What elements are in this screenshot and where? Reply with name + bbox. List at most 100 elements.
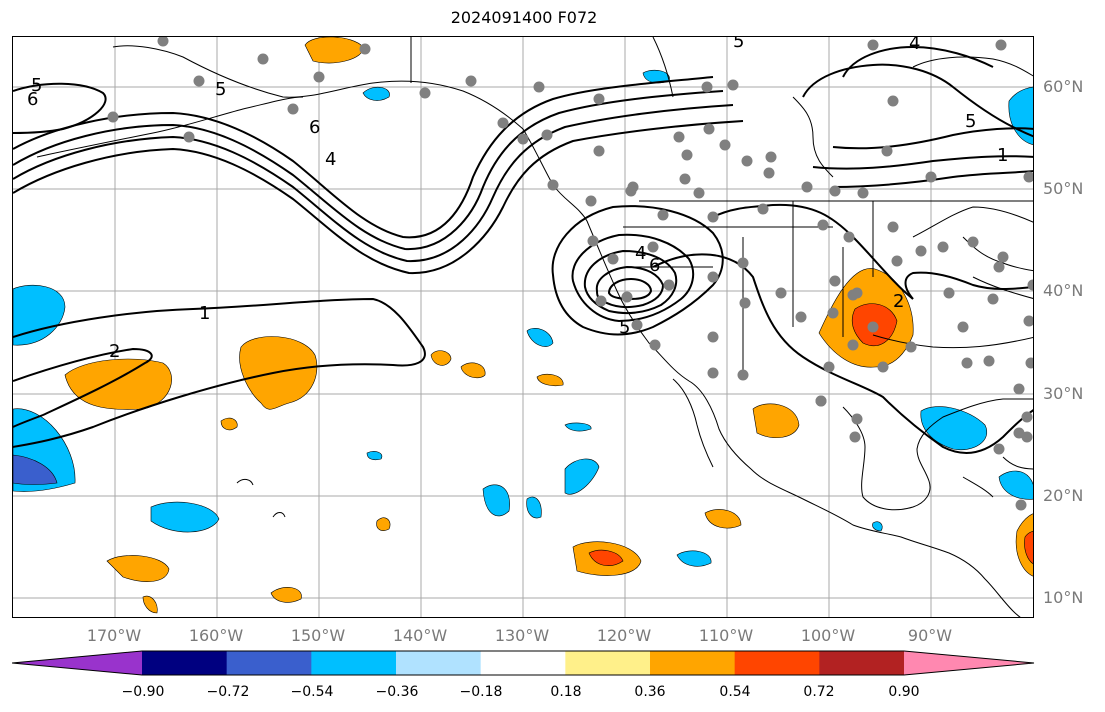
station-marker bbox=[107, 111, 119, 123]
station-marker bbox=[673, 131, 685, 143]
anomaly-negative bbox=[366, 451, 383, 461]
colorbar-tick: −0.18 bbox=[459, 684, 503, 700]
station-marker bbox=[1015, 499, 1027, 511]
station-marker bbox=[905, 341, 917, 353]
anomaly-positive bbox=[752, 403, 800, 438]
contour-label: 5 bbox=[215, 79, 226, 100]
station-marker bbox=[827, 307, 839, 319]
station-marker bbox=[891, 255, 903, 267]
station-marker bbox=[829, 275, 841, 287]
anomaly-negative bbox=[998, 470, 1033, 500]
station-marker bbox=[679, 173, 691, 185]
station-marker bbox=[867, 39, 879, 51]
station-marker bbox=[701, 81, 713, 93]
station-marker bbox=[739, 297, 751, 309]
map-panel: 5 6 5 6 4 1 2 4 6 5 5 4 5 1 2 bbox=[12, 36, 1034, 618]
station-marker bbox=[763, 167, 775, 179]
station-marker bbox=[1021, 411, 1033, 423]
colorbar-extend-high bbox=[904, 651, 1034, 675]
lat-label-20n: 20°N bbox=[1043, 486, 1084, 505]
station-marker bbox=[703, 123, 715, 135]
station-marker bbox=[887, 221, 899, 233]
station-marker bbox=[649, 339, 661, 351]
station-marker bbox=[847, 339, 859, 351]
anomaly-negative bbox=[676, 550, 712, 567]
anomaly-positive bbox=[460, 362, 486, 379]
contours bbox=[13, 45, 1033, 454]
station-marker bbox=[961, 357, 973, 369]
station-marker bbox=[287, 103, 299, 115]
contour-label: 6 bbox=[649, 255, 660, 276]
station-marker bbox=[593, 93, 605, 105]
colorbar-tick: 0.36 bbox=[634, 684, 666, 700]
station-marker bbox=[585, 195, 597, 207]
map-title: 2024091400 F072 bbox=[450, 8, 598, 27]
station-marker bbox=[707, 331, 719, 343]
colorbar-outline bbox=[11, 650, 1035, 676]
station-marker bbox=[737, 369, 749, 381]
station-marker bbox=[843, 231, 855, 243]
station-marker bbox=[823, 361, 835, 373]
station-marker bbox=[995, 39, 1007, 51]
contour-label: 2 bbox=[109, 341, 120, 362]
anomaly-strong-positive bbox=[588, 549, 624, 566]
station-marker bbox=[183, 131, 195, 143]
station-marker bbox=[533, 81, 545, 93]
lon-label-130w: 130°W bbox=[494, 626, 550, 645]
anomaly-positive bbox=[142, 595, 158, 614]
station-marker bbox=[497, 117, 509, 129]
anomaly-positive bbox=[376, 517, 391, 531]
station-marker bbox=[925, 171, 937, 183]
contour-label: 1 bbox=[997, 145, 1008, 166]
colorbar-bin bbox=[734, 651, 820, 675]
station-marker bbox=[957, 321, 969, 333]
lon-label-160w: 160°W bbox=[188, 626, 244, 645]
colorbar-bin bbox=[226, 651, 312, 675]
anomaly-negative bbox=[13, 284, 66, 346]
colorbar-tick: 0.18 bbox=[550, 684, 582, 700]
colorbar-canvas bbox=[11, 650, 1035, 676]
lon-label-150w: 150°W bbox=[290, 626, 346, 645]
station-marker bbox=[851, 287, 863, 299]
station-marker bbox=[915, 245, 927, 257]
lon-label-170w: 170°W bbox=[86, 626, 142, 645]
lon-label-140w: 140°W bbox=[392, 626, 448, 645]
colorbar-bin bbox=[396, 651, 482, 675]
lat-label-30n: 30°N bbox=[1043, 384, 1084, 403]
contour-label: 4 bbox=[325, 149, 336, 170]
anomaly-positive bbox=[220, 417, 238, 431]
anomaly-positive bbox=[106, 555, 170, 582]
station-marker bbox=[625, 185, 637, 197]
station-marker bbox=[547, 179, 559, 191]
lat-label-60n: 60°N bbox=[1043, 77, 1084, 96]
station-marker bbox=[851, 413, 863, 425]
contour-label: 4 bbox=[635, 243, 646, 264]
station-marker bbox=[775, 287, 787, 299]
lat-label-40n: 40°N bbox=[1043, 281, 1084, 300]
colorbar-bin bbox=[819, 651, 905, 675]
contour-label: 5 bbox=[31, 75, 42, 96]
station-marker bbox=[541, 129, 553, 141]
station-marker bbox=[257, 53, 269, 65]
contour-label: 5 bbox=[733, 37, 744, 52]
colorbar-bin bbox=[565, 651, 651, 675]
anomaly-positive bbox=[536, 373, 564, 387]
station-marker bbox=[887, 95, 899, 107]
colorbar-tick: −0.54 bbox=[290, 684, 334, 700]
anomaly-positive bbox=[430, 350, 452, 366]
colorbar-tick: 0.54 bbox=[719, 684, 751, 700]
anomaly-negative bbox=[150, 501, 220, 533]
colorbar-tick: 0.72 bbox=[803, 684, 835, 700]
colorbar bbox=[11, 650, 1037, 676]
station-marker bbox=[943, 287, 955, 299]
station-marker bbox=[647, 241, 659, 253]
anomaly-negative bbox=[872, 521, 883, 532]
map-canvas: 5 6 5 6 4 1 2 4 6 5 5 4 5 1 2 bbox=[13, 37, 1033, 617]
anomaly-strong-negative bbox=[13, 454, 58, 485]
station-marker bbox=[359, 43, 371, 55]
station-marker bbox=[595, 295, 607, 307]
station-marker bbox=[737, 257, 749, 269]
station-marker bbox=[881, 145, 893, 157]
anomaly-negative bbox=[362, 86, 390, 101]
station-marker bbox=[727, 79, 739, 91]
